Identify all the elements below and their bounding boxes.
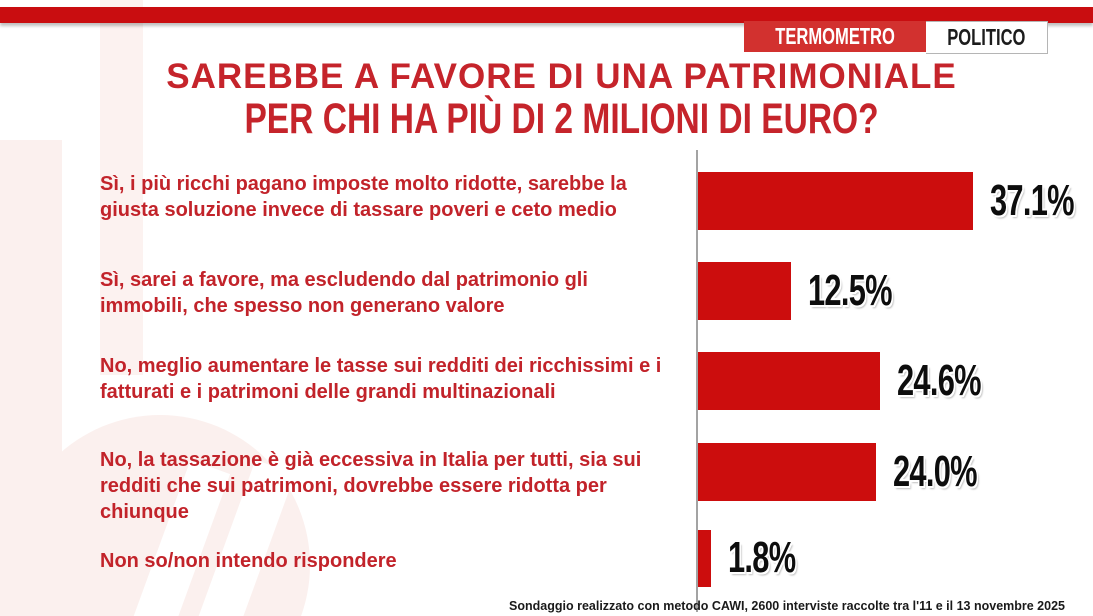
bar-value: 24.6% — [897, 356, 982, 405]
survey-source-note: Sondaggio realizzato con metodo CAWI, 26… — [509, 599, 1065, 613]
bar-value: 12.5% — [807, 266, 893, 315]
chart-title-line2-text: PER CHI HA PIÙ DI 2 MILIONI DI EURO? — [244, 95, 879, 144]
chart-title-line1: SAREBBE A FAVORE DI UNA PATRIMONIALE — [166, 57, 957, 96]
bar-value: 37.1% — [989, 176, 1075, 225]
watermark-shape — [100, 0, 143, 375]
logo-politico-box: POLITICO — [926, 21, 1048, 54]
termometro-politico-logo: TERMOMETRO POLITICO — [744, 21, 1048, 54]
bar-label: Sì, i più ricchi pagano imposte molto ri… — [100, 173, 627, 221]
bar-label: No, meglio aumentare le tasse sui reddit… — [100, 355, 662, 403]
bar — [698, 352, 880, 410]
bar-label: No, la tassazione è già eccessiva in Ita… — [100, 449, 642, 523]
logo-termometro-label: TERMOMETRO — [775, 23, 896, 49]
bar — [698, 262, 791, 320]
bar — [698, 530, 711, 587]
bar-value: 24.0% — [892, 447, 978, 496]
chart-title: SAREBBE A FAVORE DI UNA PATRIMONIALE PER… — [40, 56, 1083, 141]
logo-politico-label: POLITICO — [947, 24, 1026, 50]
bar-label: Sì, sarei a favore, ma escludendo dal pa… — [100, 269, 588, 317]
bar-value: 1.8% — [728, 533, 796, 582]
bar — [698, 172, 973, 230]
chart-axis-line — [696, 150, 698, 612]
top-red-bar — [0, 7, 1093, 23]
bar-label: Non so/non intendo rispondere — [100, 550, 397, 572]
bar — [698, 443, 876, 501]
logo-termometro-box: TERMOMETRO — [744, 21, 927, 52]
chart-title-line2: PER CHI HA PIÙ DI 2 MILIONI DI EURO? — [40, 98, 1083, 141]
